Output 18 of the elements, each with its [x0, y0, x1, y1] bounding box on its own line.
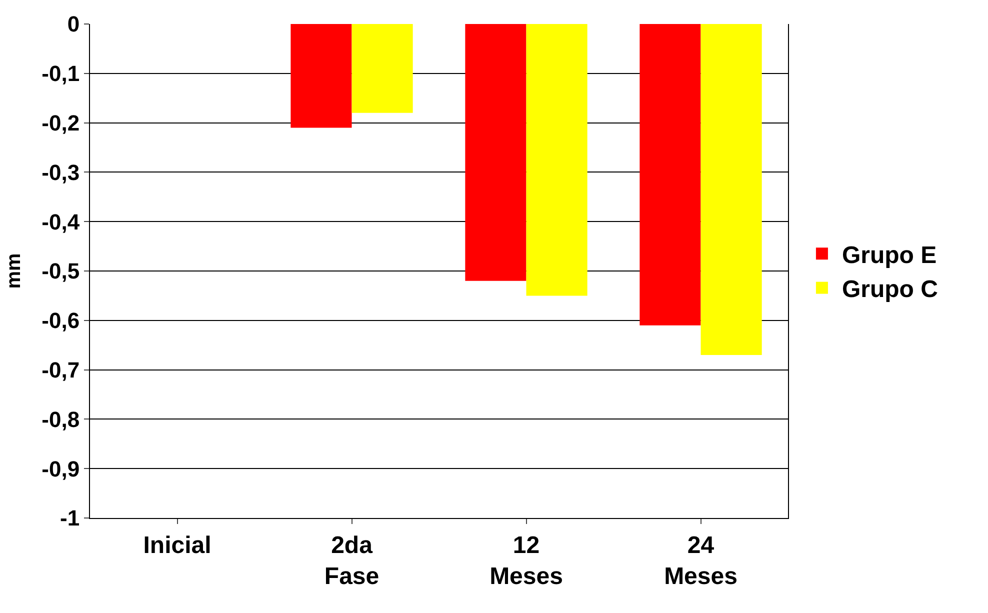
legend-label: Grupo C [842, 276, 938, 304]
x-tick-label: 2da Fase [324, 532, 380, 590]
x-tick-label: 24 Meses [664, 532, 738, 590]
y-tick-label: -0,6 [42, 308, 80, 334]
y-tick-label: -0,7 [42, 358, 80, 382]
y-tick-label: -1 [60, 506, 80, 531]
y-tick-label: -0,3 [42, 160, 80, 185]
y-tick-label: 0 [67, 12, 80, 37]
y-tick-label: -0,2 [42, 110, 80, 136]
x-tick-label: 12 Meses [490, 532, 563, 590]
y-tick-label: -0,9 [42, 456, 80, 482]
y-tick-label: -0,8 [42, 406, 80, 432]
y-tick-label: -0,4 [42, 209, 80, 234]
legend-label: Grupo E [842, 242, 937, 269]
y-tick-label: -0,5 [42, 258, 80, 284]
y-axis-title: mm [3, 253, 26, 289]
x-tick-label: Inicial [143, 532, 212, 559]
y-tick-label: -0,1 [42, 61, 80, 86]
